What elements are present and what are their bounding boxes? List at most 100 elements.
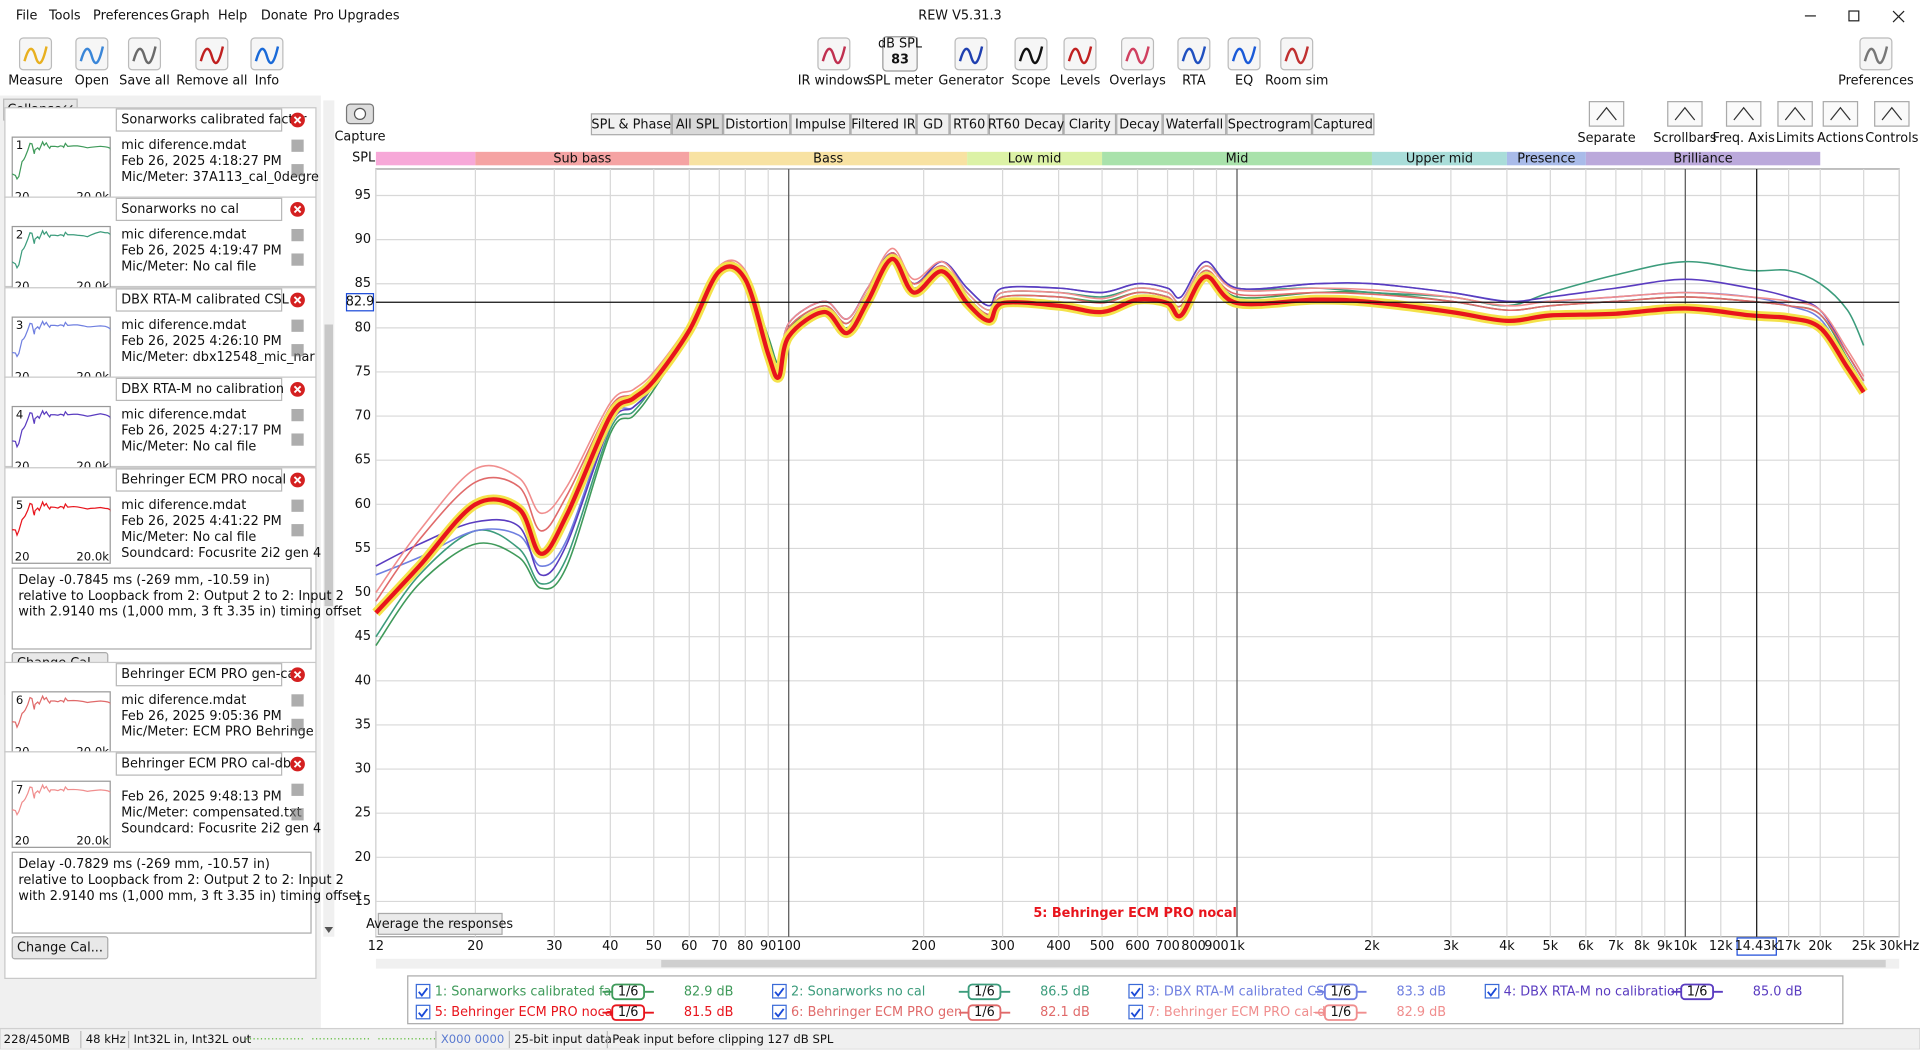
capture-button[interactable]: Capture xyxy=(334,103,386,145)
smoothing-box[interactable] xyxy=(1323,983,1358,1001)
graph-tab[interactable]: GD xyxy=(916,113,950,136)
legend-entry[interactable]: 4: DBX RTA-M no calibration 1/6 85.0 dB xyxy=(1484,983,1802,1001)
legend-checkbox[interactable] xyxy=(1128,983,1144,999)
measurement-block[interactable]: Behringer ECM PRO cal-dbx 7 20 20.0k Feb 26,… xyxy=(4,751,362,979)
graph-tab[interactable]: Waterfall xyxy=(1162,113,1227,136)
menu-item[interactable]: File xyxy=(16,8,38,23)
change-cal-button[interactable]: Change Cal... xyxy=(11,936,109,960)
graph-tab[interactable]: Distortion xyxy=(723,113,791,136)
smoothing-box[interactable] xyxy=(1323,1004,1358,1021)
measurement-option-icon[interactable] xyxy=(291,808,304,821)
toolbar-button[interactable]: EQ xyxy=(1227,37,1261,88)
toolbar-button[interactable]: Overlays xyxy=(1109,37,1166,88)
graph-tab[interactable]: Captured xyxy=(1312,113,1375,136)
measurement-option-icon[interactable] xyxy=(291,499,304,512)
menu-item[interactable]: Pro Upgrades xyxy=(313,8,399,23)
legend-checkbox[interactable] xyxy=(1128,1004,1144,1020)
graph-tab[interactable]: Spectrogram xyxy=(1226,113,1313,136)
measurement-option-icon[interactable] xyxy=(291,139,304,152)
smoothing-box[interactable] xyxy=(611,983,646,1001)
smoothing-box[interactable] xyxy=(1680,983,1714,1001)
measurement-option-icon[interactable] xyxy=(291,783,304,796)
graph-tool[interactable]: Freq. Axis xyxy=(1713,101,1776,146)
toolbar-button[interactable]: Room sim xyxy=(1265,37,1328,88)
panel-scroll-down[interactable] xyxy=(324,926,334,934)
legend-entry[interactable]: 5: Behringer ECM PRO nocal 1/6 81.5 dB xyxy=(415,1004,733,1021)
measurement-option-icon[interactable] xyxy=(291,433,304,446)
graph-tab[interactable]: RT60 xyxy=(949,113,989,136)
measurement-option-icon[interactable] xyxy=(291,253,304,266)
toolbar-button[interactable]: Measure xyxy=(8,37,63,88)
smoothing-box[interactable] xyxy=(611,1004,646,1021)
legend-checkbox[interactable] xyxy=(415,1004,431,1020)
graph-tool[interactable]: Separate xyxy=(1577,101,1636,146)
details-line: with 2.9140 ms (1,000 mm, 3 ft 3.35 in) … xyxy=(18,605,361,620)
smoothing-box[interactable] xyxy=(967,983,1002,1001)
graph-tab[interactable]: Impulse xyxy=(790,113,851,136)
measurement-option-icon[interactable] xyxy=(291,408,304,422)
graph-tool[interactable]: Scrollbars xyxy=(1653,101,1717,146)
measurement-info: mic diference.mdat xyxy=(121,408,246,423)
toolbar-button[interactable]: Generator xyxy=(938,37,1004,88)
toolbar-button[interactable]: Save all xyxy=(119,37,170,88)
toolbar-button[interactable]: RTA xyxy=(1177,37,1211,88)
x-tick-label: 700 xyxy=(1155,939,1180,954)
legend-entry[interactable]: 7: Behringer ECM PRO cal-dbx1/6 82.9 dB xyxy=(1128,1004,1446,1021)
legend-checkbox[interactable] xyxy=(772,983,787,999)
legend-checkbox[interactable] xyxy=(772,1004,787,1020)
measurement-option-icon[interactable] xyxy=(291,524,304,537)
toolbar-button[interactable]: Levels xyxy=(1060,37,1101,88)
graph-tool[interactable]: Limits xyxy=(1776,101,1815,146)
toolbar-button[interactable]: Scope xyxy=(1011,37,1051,88)
tool-glyph xyxy=(23,46,48,65)
x-tick-label: 6k xyxy=(1578,939,1594,954)
graph-tab[interactable]: Clarity xyxy=(1063,113,1117,136)
measurement-option-icon[interactable] xyxy=(291,228,304,242)
panel-scroll-thumb[interactable] xyxy=(324,324,334,607)
close-button[interactable] xyxy=(1892,10,1905,23)
measurement-option-icon[interactable] xyxy=(291,694,304,707)
graph-tool[interactable]: Controls xyxy=(1865,101,1919,146)
menu-item[interactable]: Donate xyxy=(261,8,308,23)
average-button[interactable]: Average the responses xyxy=(366,912,513,935)
graph-tab[interactable]: Decay xyxy=(1116,113,1163,136)
toolbar-button[interactable]: Info xyxy=(250,37,284,88)
measurement-info: Mic/Meter: No cal file xyxy=(121,259,256,274)
restore-button[interactable] xyxy=(1848,10,1860,22)
toolbar-button[interactable]: IR windows xyxy=(798,37,871,88)
menu-item[interactable]: Graph xyxy=(170,8,209,23)
graph-tab[interactable]: SPL & Phase xyxy=(590,113,672,136)
measurement-option-icon[interactable] xyxy=(291,319,304,332)
measurement-option-icon[interactable] xyxy=(291,344,304,357)
toolbar-button[interactable]: Preferences xyxy=(1838,37,1914,88)
menu-item[interactable]: Preferences xyxy=(93,8,169,23)
graph-tab[interactable]: All SPL xyxy=(671,113,724,136)
thumbnail-number: 4 xyxy=(16,408,23,422)
measurement-option-icon[interactable] xyxy=(291,718,304,732)
graph-tool[interactable]: Actions xyxy=(1817,101,1864,146)
tab-box xyxy=(1063,113,1117,136)
toolbar-button[interactable]: Open xyxy=(75,37,109,88)
measurement-option-icon[interactable] xyxy=(291,164,304,177)
toolbar-button[interactable]: Remove all xyxy=(176,37,247,88)
menu-item[interactable]: Help xyxy=(218,8,247,23)
graph-tab[interactable]: Filtered IR xyxy=(850,113,917,136)
legend-checkbox[interactable] xyxy=(1484,983,1500,999)
graph-scroll-thumb[interactable] xyxy=(661,960,1886,968)
menu-item[interactable]: Tools xyxy=(48,8,81,23)
band-label: Presence xyxy=(1517,152,1575,167)
smoothing-box[interactable] xyxy=(967,1004,1002,1021)
legend-entry[interactable]: 2: Sonarworks no cal 1/6 86.5 dB xyxy=(772,983,1090,1001)
legend-checkbox[interactable] xyxy=(415,983,431,999)
graph-tab[interactable]: RT60 Decay xyxy=(988,113,1065,136)
y-tick-label: 35 xyxy=(355,717,371,732)
x-tick-label: 30kHz xyxy=(1879,939,1919,954)
